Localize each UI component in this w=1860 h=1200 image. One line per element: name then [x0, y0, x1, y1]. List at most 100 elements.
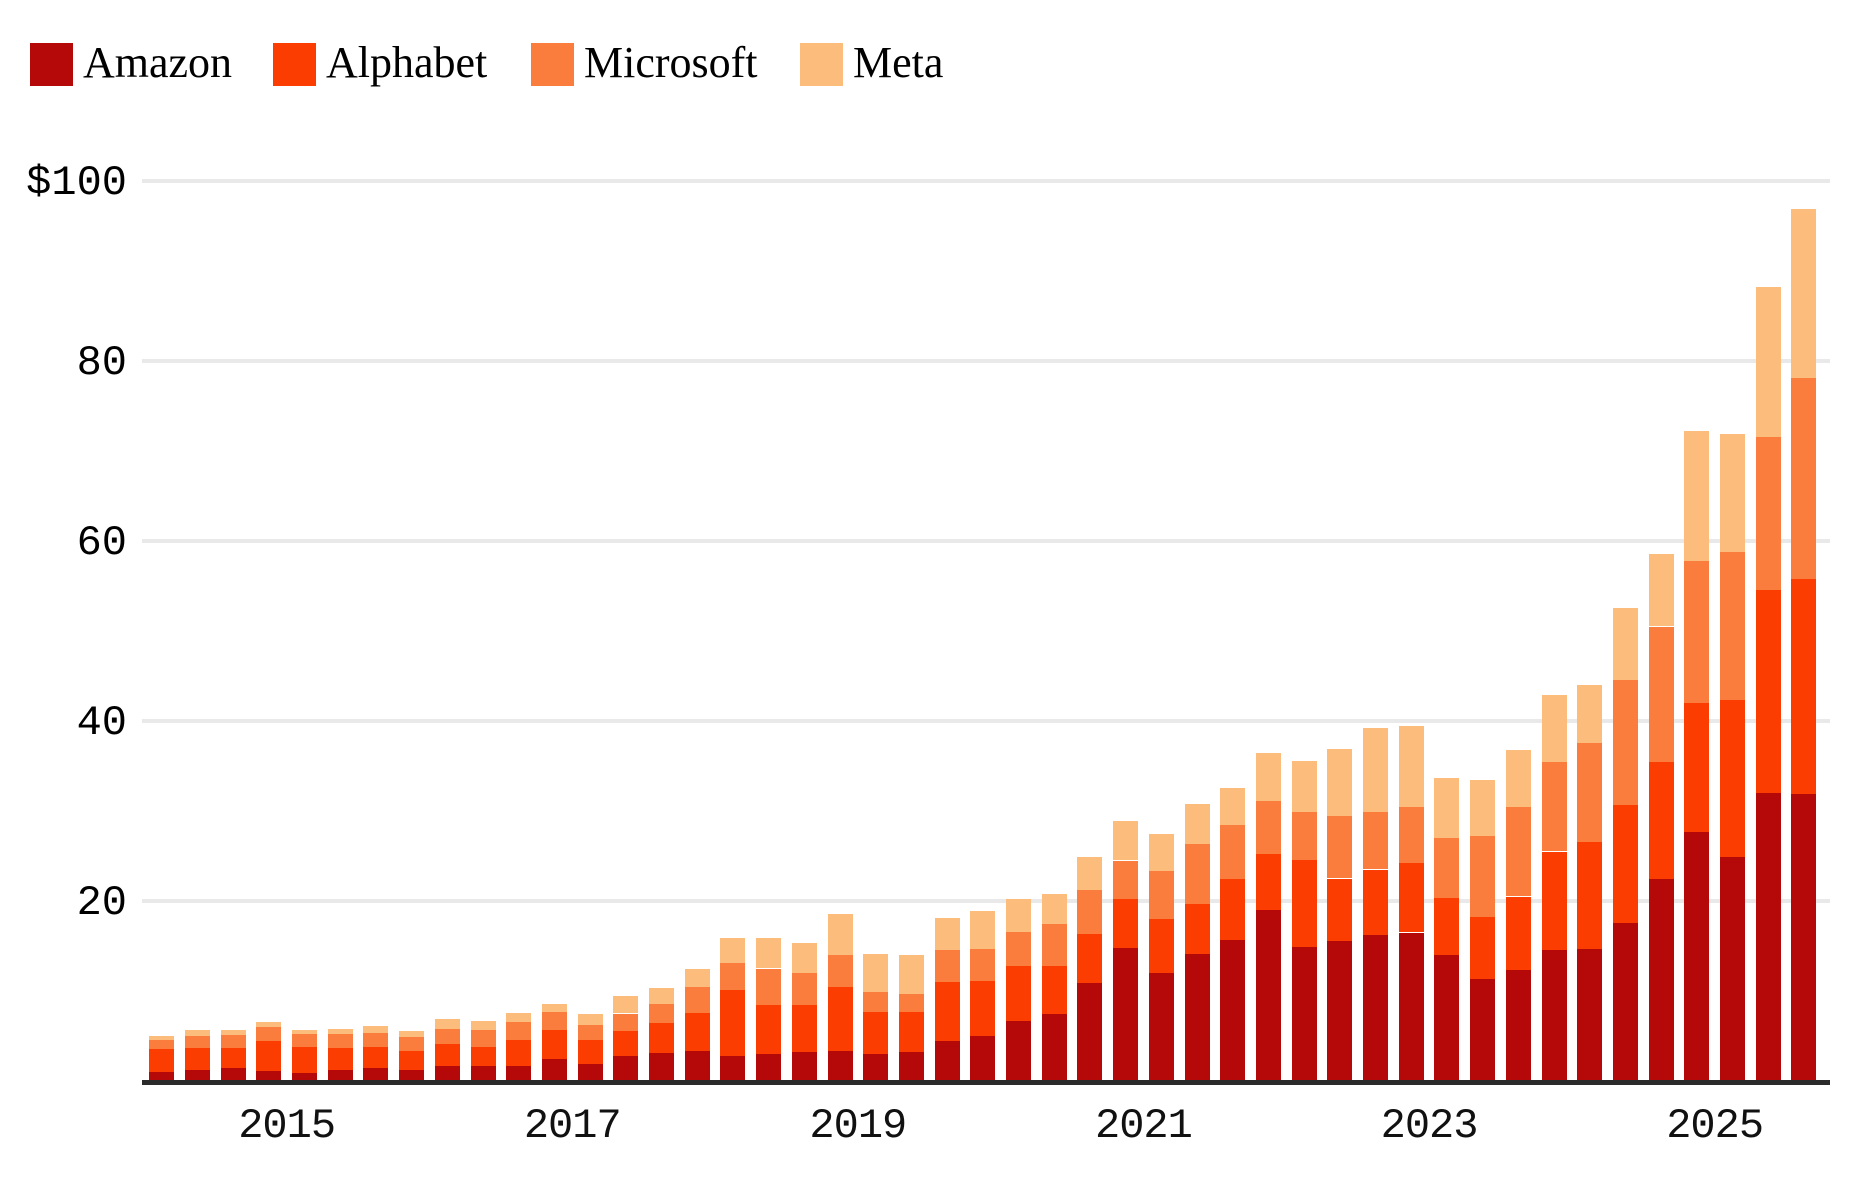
bar-segment-meta[interactable] [434, 1018, 460, 1029]
bar-segment-alphabet[interactable] [1148, 919, 1174, 973]
bar-segment-meta[interactable] [149, 1036, 175, 1040]
bar-segment-amazon[interactable] [1791, 793, 1817, 1081]
bar-segment-amazon[interactable] [1006, 1020, 1031, 1081]
bar-segment-meta[interactable] [1434, 777, 1460, 838]
bar-segment-microsoft[interactable] [1255, 801, 1281, 855]
bar-segment-microsoft[interactable] [1505, 807, 1531, 897]
bar-segment-alphabet[interactable] [506, 1039, 532, 1066]
bar-segment-alphabet[interactable] [720, 990, 746, 1056]
bar-segment-microsoft[interactable] [256, 1027, 282, 1041]
bar-segment-meta[interactable] [541, 1003, 567, 1012]
bar-segment-meta[interactable] [1541, 694, 1567, 763]
bar-segment-alphabet[interactable] [363, 1046, 389, 1069]
bar-segment-microsoft[interactable] [1041, 924, 1067, 966]
bar-segment-alphabet[interactable] [1470, 917, 1496, 980]
bar-segment-meta[interactable] [327, 1028, 353, 1035]
bar-segment-amazon[interactable] [1255, 910, 1281, 1081]
bar-segment-alphabet[interactable] [1398, 863, 1424, 933]
bar-segment-meta[interactable] [684, 968, 710, 988]
bar-segment-meta[interactable] [1505, 749, 1531, 808]
bar-segment-microsoft[interactable] [1148, 871, 1174, 919]
bar-segment-microsoft[interactable] [934, 949, 960, 982]
bar-segment-alphabet[interactable] [1041, 965, 1067, 1015]
bar-segment-meta[interactable] [363, 1026, 389, 1034]
bar-segment-microsoft[interactable] [1398, 807, 1424, 864]
bar-segment-alphabet[interactable] [1327, 878, 1353, 941]
bar-segment-alphabet[interactable] [1113, 899, 1139, 948]
bar-segment-microsoft[interactable] [1612, 679, 1638, 805]
bar-segment-meta[interactable] [470, 1020, 496, 1030]
bar-segment-alphabet[interactable] [649, 1023, 674, 1054]
bar-segment-amazon[interactable] [184, 1070, 210, 1081]
bar-segment-alphabet[interactable] [970, 981, 996, 1036]
bar-segment-microsoft[interactable] [577, 1025, 603, 1040]
bar-segment-meta[interactable] [1291, 760, 1317, 812]
bar-segment-alphabet[interactable] [220, 1047, 246, 1069]
bar-segment-amazon[interactable] [1434, 955, 1460, 1081]
bar-segment-amazon[interactable] [1470, 979, 1496, 1081]
bar-segment-alphabet[interactable] [1684, 703, 1710, 832]
bar-segment-microsoft[interactable] [1648, 626, 1674, 762]
bar-segment-meta[interactable] [970, 910, 996, 949]
bar-segment-microsoft[interactable] [827, 955, 853, 987]
bar-segment-meta[interactable] [1577, 685, 1603, 743]
bar-segment-amazon[interactable] [684, 1051, 710, 1081]
bar-segment-amazon[interactable] [898, 1052, 924, 1081]
bar-segment-alphabet[interactable] [756, 1004, 782, 1054]
bar-segment-amazon[interactable] [327, 1070, 353, 1081]
bar-segment-alphabet[interactable] [934, 982, 960, 1042]
bar-segment-microsoft[interactable] [434, 1028, 460, 1045]
bar-segment-microsoft[interactable] [327, 1034, 353, 1048]
bar-segment-microsoft[interactable] [756, 968, 782, 1005]
bar-segment-alphabet[interactable] [1363, 869, 1388, 936]
bar-segment-microsoft[interactable] [970, 948, 996, 982]
bar-segment-microsoft[interactable] [292, 1034, 317, 1047]
bar-segment-amazon[interactable] [1612, 922, 1638, 1081]
bar-segment-amazon[interactable] [220, 1068, 246, 1081]
bar-segment-amazon[interactable] [934, 1041, 960, 1081]
bar-segment-meta[interactable] [1470, 780, 1496, 837]
bar-segment-alphabet[interactable] [1648, 761, 1674, 880]
bar-segment-microsoft[interactable] [1291, 811, 1317, 860]
bar-segment-alphabet[interactable] [1006, 965, 1031, 1021]
bar-segment-amazon[interactable] [256, 1071, 282, 1081]
bar-segment-meta[interactable] [1113, 820, 1139, 861]
bar-segment-meta[interactable] [1041, 893, 1067, 925]
bar-segment-alphabet[interactable] [1434, 898, 1460, 955]
bar-segment-alphabet[interactable] [1577, 841, 1603, 949]
bar-segment-alphabet[interactable] [256, 1040, 282, 1072]
bar-segment-microsoft[interactable] [863, 991, 889, 1012]
bar-segment-meta[interactable] [399, 1030, 425, 1037]
bar-segment-microsoft[interactable] [399, 1036, 425, 1052]
bar-segment-alphabet[interactable] [684, 1012, 710, 1052]
bar-segment-meta[interactable] [649, 988, 674, 1004]
bar-segment-meta[interactable] [1612, 607, 1638, 680]
bar-segment-microsoft[interactable] [1327, 816, 1353, 879]
bar-segment-microsoft[interactable] [149, 1039, 175, 1049]
bar-segment-amazon[interactable] [1148, 973, 1174, 1081]
bar-segment-alphabet[interactable] [1541, 851, 1567, 950]
bar-segment-meta[interactable] [898, 955, 924, 994]
bar-segment-alphabet[interactable] [184, 1047, 210, 1071]
bar-segment-alphabet[interactable] [1291, 859, 1317, 947]
bar-segment-alphabet[interactable] [863, 1011, 889, 1054]
bar-segment-meta[interactable] [1363, 728, 1388, 812]
bar-segment-microsoft[interactable] [684, 987, 710, 1013]
bar-segment-meta[interactable] [791, 943, 817, 973]
bar-segment-microsoft[interactable] [1006, 931, 1031, 966]
bar-segment-microsoft[interactable] [1184, 844, 1210, 904]
bar-segment-amazon[interactable] [541, 1059, 567, 1081]
bar-segment-amazon[interactable] [506, 1065, 532, 1081]
bar-segment-amazon[interactable] [577, 1063, 603, 1081]
bar-segment-meta[interactable] [1184, 803, 1210, 845]
bar-segment-amazon[interactable] [1220, 939, 1246, 1081]
bar-segment-meta[interactable] [1648, 553, 1674, 627]
bar-segment-amazon[interactable] [292, 1072, 317, 1081]
bar-segment-microsoft[interactable] [1791, 378, 1817, 579]
bar-segment-alphabet[interactable] [1077, 934, 1103, 983]
bar-segment-alphabet[interactable] [292, 1046, 317, 1073]
bar-segment-amazon[interactable] [649, 1053, 674, 1081]
bar-segment-meta[interactable] [863, 954, 889, 992]
bar-segment-microsoft[interactable] [506, 1021, 532, 1040]
bar-segment-alphabet[interactable] [577, 1039, 603, 1064]
